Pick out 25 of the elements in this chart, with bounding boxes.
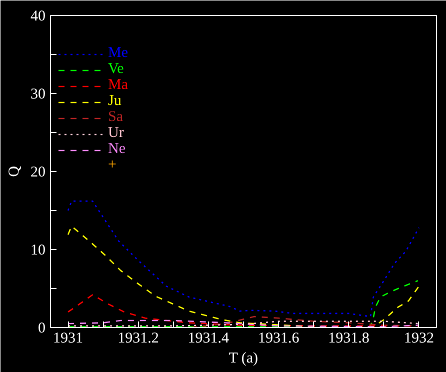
x-tick-label: 1931.6 [258,330,300,346]
x-tick-label: 1931.8 [328,330,370,346]
legend-label: Ma [108,77,128,94]
x-axis-title: T (a) [228,350,258,366]
x-tick-label: 1931.4 [188,330,230,346]
line-series [190,316,420,328]
y-tick-label: 0 [38,320,46,336]
y-tick-label: 10 [30,242,46,258]
legend-label: Sa [108,109,124,126]
y-tick-label: 20 [30,164,46,180]
y-tick-label: 40 [30,8,46,24]
x-tick-label: 1931.2 [118,330,159,346]
legend-label: Ur [108,125,125,142]
line-series [67,294,420,327]
legend-label: Ve [108,61,125,78]
y-tick-label: 30 [30,86,46,102]
legend-label: Ne [108,141,126,158]
legend-label: Me [108,45,128,62]
x-tick-label: 1932 [404,330,434,346]
legend-label: Ju [108,93,122,110]
legend-label: + [108,157,118,174]
line-series [67,200,420,318]
line-series [67,225,420,328]
x-tick-label: 1931 [53,330,84,346]
y-axis-title: Q [6,166,22,177]
